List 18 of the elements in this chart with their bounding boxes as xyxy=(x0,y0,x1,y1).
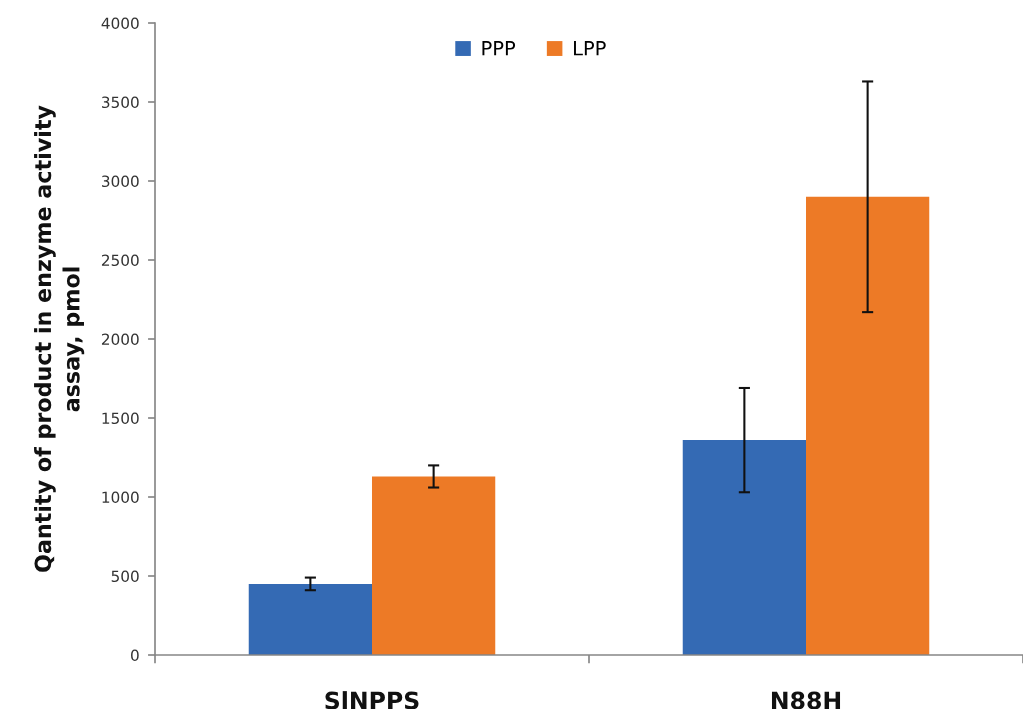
y-tick-label: 1500 xyxy=(102,412,139,425)
y-tick-label: 4000 xyxy=(101,17,139,30)
legend-label: PPP xyxy=(482,41,516,56)
y-tick-label: 3500 xyxy=(102,96,139,109)
y-tick-label: 0 xyxy=(131,649,139,662)
y-tick-label: 2500 xyxy=(101,254,139,267)
x-tick-label: N88H xyxy=(771,691,841,709)
bar xyxy=(806,196,930,655)
y-tick-label: 1000 xyxy=(102,491,139,504)
y-tick-label: 3000 xyxy=(102,175,139,188)
y-tick-label: 2000 xyxy=(101,333,139,346)
x-tick-label: SlNPPS xyxy=(325,691,419,709)
bar xyxy=(372,476,496,655)
bar xyxy=(682,440,806,655)
bar xyxy=(248,583,372,655)
y-axis-title: Qantity of product in enzyme activity assay, pmol xyxy=(34,105,85,572)
y-tick-label: 500 xyxy=(111,570,139,583)
legend-label: LPP xyxy=(574,41,606,56)
